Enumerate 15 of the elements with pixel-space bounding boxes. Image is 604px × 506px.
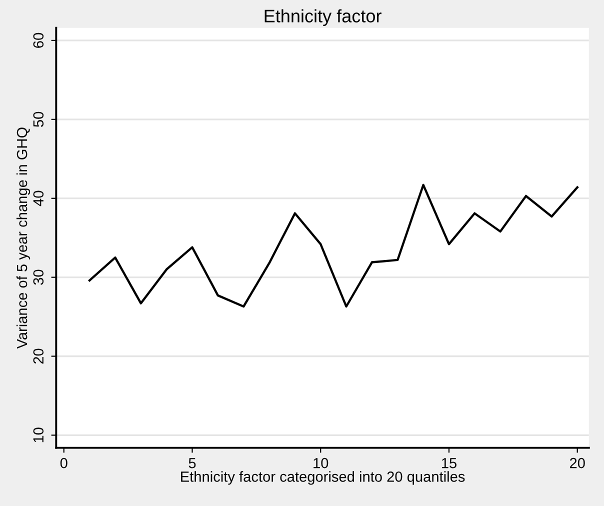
x-tick-label: 10 xyxy=(314,458,328,468)
x-tick-label: 15 xyxy=(442,458,456,468)
y-tick-label: 20 xyxy=(33,348,44,364)
y-axis-title: Variance of 5 year change in GHQ xyxy=(16,128,30,349)
line-series xyxy=(88,184,578,308)
y-tick-label: 50 xyxy=(33,112,44,127)
y-tick-label: 40 xyxy=(33,190,44,206)
x-axis-title: Ethnicity factor categorised into 20 quantiles xyxy=(181,471,465,485)
y-tick-label: 10 xyxy=(33,428,44,442)
x-tick-label: 0 xyxy=(60,458,68,468)
y-tick-label: 30 xyxy=(33,270,44,285)
y-tick-label: 60 xyxy=(33,32,44,48)
x-tick-label: 5 xyxy=(188,458,196,468)
chart-title: Ethnicity factor xyxy=(264,9,382,26)
x-tick-label: 20 xyxy=(570,458,585,468)
